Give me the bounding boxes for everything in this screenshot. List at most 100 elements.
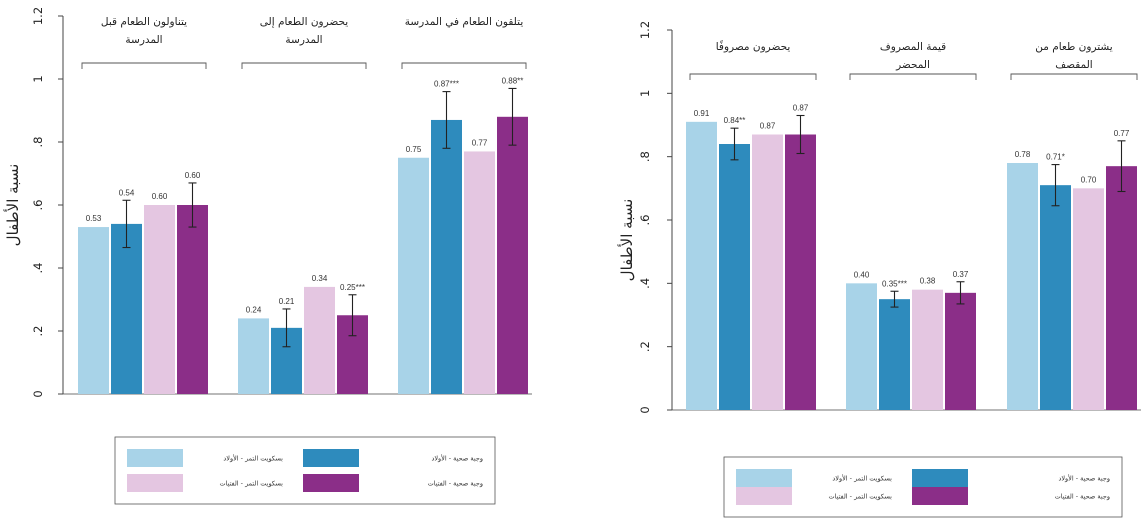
group-title: المقصف [1055,59,1092,71]
legend-swatch [736,487,792,505]
y-axis-label: نسبة الأطفال [617,199,636,282]
y-tick-label: 1 [638,90,652,97]
bar-value-label: 0.70 [1081,175,1097,184]
group-title: المدرسة [125,34,162,46]
legend-swatch [303,449,359,467]
bar-group: يتناولون الطعام قبل المدرسة 0.53 0.54 0.60 0.… [78,16,208,394]
bar-value-label: 0.78 [1015,150,1031,159]
group-bracket [81,62,207,69]
bar-value-label: 0.53 [86,214,102,223]
y-tick-label: 1.2 [638,21,652,39]
bar-value-label: 0.77 [1114,129,1130,138]
bar [238,318,269,394]
bar-value-label: 0.87 [760,122,776,131]
y-tick-label: .8 [638,151,652,162]
bar [177,205,208,394]
bar-value-label: 0.88** [502,76,524,85]
y-tick-label: .2 [638,341,652,352]
bar-value-label: 0.77 [472,138,488,147]
bar [111,223,142,394]
bar-value-label: 0.75 [406,145,422,154]
bar-group: يشترون طعام من المقصف 0.78 0.71* 0.70 0.77 [1007,41,1138,410]
bar [1073,188,1104,410]
bar-group: يحضرون مصروفًا 0.91 0.84** 0.87 0.87 [686,40,817,410]
y-tick-label: .4 [638,278,652,289]
legend-swatch [912,469,968,487]
group-title: المحضر [895,59,930,71]
bar [912,289,943,410]
bar [304,286,335,394]
bar [1040,185,1071,410]
group-title: يشترون طعام من [1035,41,1113,53]
legend-right: بسكويت التمر - الأولاد وجبة صحية - الأولا… [723,456,1123,518]
legend-swatch [127,474,183,492]
y-tick-label: .6 [31,200,45,211]
bar-value-label: 0.40 [854,270,870,279]
legend-swatch [127,449,183,467]
legend-label: وجبة صحية - الأولاد [431,454,483,463]
y-tick-label: .6 [638,215,652,226]
bar-value-label: 0.21 [279,297,295,306]
bar [464,151,495,394]
legend-label: وجبة صحية - الفتيات [428,480,483,488]
bar-group: يحضرون الطعام إلى المدرسة 0.24 0.21 0.34 0.25… [238,16,368,394]
bar [78,227,109,394]
bar [945,292,976,410]
group-title: المدرسة [285,34,322,46]
bar [752,134,783,410]
bar-value-label: 0.54 [119,188,135,197]
legend-left: بسكويت التمر - الأولاد وجبة صحية - الأولا… [114,436,496,505]
group-bracket [241,62,367,69]
group-title: قيمة المصروف [880,41,946,53]
bar [497,116,528,395]
y-tick-label: 1 [31,75,45,82]
bar-value-label: 0.91 [694,109,710,118]
bar-group: قيمة المصروف المحضر 0.40 0.35*** 0.38 0.37 [846,41,977,410]
legend-label: بسكويت التمر - الأولاد [832,474,892,483]
legend-label: وجبة صحية - الأولاد [1058,474,1110,483]
bar [719,144,750,410]
y-tick-label: .2 [31,326,45,337]
y-tick-label: 0 [638,406,652,413]
y-axis-label: نسبة الأطفال [3,164,22,247]
bar [1106,166,1137,410]
legend-label: بسكويت التمر - الفتيات [829,493,893,501]
group-title: يتناولون الطعام قبل [101,16,187,28]
group-title: يحضرون مصروفًا [716,40,791,53]
bar-value-label: 0.37 [953,270,969,279]
bar-value-label: 0.35*** [882,279,907,288]
bar [879,299,910,410]
group-bracket [689,73,817,80]
y-tick-label: 1.2 [31,7,45,25]
group-bracket [849,73,977,80]
legend-label: وجبة صحية - الفتيات [1055,493,1110,501]
y-tick-label: .4 [31,263,45,274]
chart-left: 0 .2 .4 .6 .8 1 1.2 نسبة الأطفال يتناولون الطعام… [3,7,532,398]
bar [785,134,816,410]
legend-label: بسكويت التمر - الفتيات [220,480,284,488]
chart-right: 0 .2 .4 .6 .8 1 1.2 نسبة الأطفال يحضرون مصروفًا 0… [617,21,1141,414]
bar [431,119,462,394]
bar-value-label: 0.60 [152,192,168,201]
bar-value-label: 0.87 [793,104,809,113]
group-bracket [401,62,527,69]
legend-swatch [912,487,968,505]
legend-label: بسكويت التمر - الأولاد [223,454,283,463]
legend-swatch [736,469,792,487]
bar [398,157,429,394]
legend-box [114,436,496,505]
bar-value-label: 0.71* [1046,153,1065,162]
bar-value-label: 0.60 [185,171,201,180]
bar [1007,163,1038,410]
bar-value-label: 0.24 [246,305,262,314]
bar-value-label: 0.25*** [340,283,365,292]
bar-value-label: 0.38 [920,277,936,286]
bar [144,205,175,394]
bar-group: يتلقون الطعام في المدرسة 0.75 0.87*** 0.77 0… [398,16,528,395]
bar-value-label: 0.84** [724,116,746,125]
bar-value-label: 0.34 [312,274,328,283]
bar [846,283,877,410]
group-title: يحضرون الطعام إلى [260,16,348,28]
y-tick-label: 0 [31,390,45,397]
